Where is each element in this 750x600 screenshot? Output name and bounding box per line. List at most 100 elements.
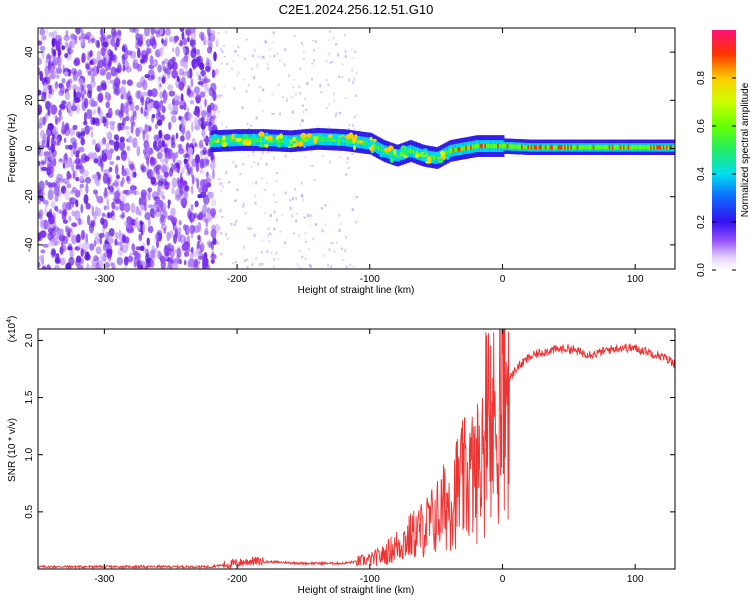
heatmap-cell (368, 146, 375, 151)
heatmap-cell (273, 193, 275, 197)
heatmap-cell (103, 205, 107, 211)
heatmap-cell (220, 252, 223, 256)
heatmap-cell (40, 230, 47, 238)
heatmap-cell (221, 215, 224, 218)
heatmap-cell (339, 111, 342, 115)
heatmap-cell (444, 151, 448, 156)
heatmap-cell (672, 145, 675, 150)
heatmap-cell (161, 38, 164, 44)
heatmap-cell (363, 140, 368, 146)
heatmap-cell (60, 185, 67, 194)
heatmap-cell (138, 233, 143, 242)
heatmap-cell (167, 199, 171, 206)
heatmap-cell (49, 228, 56, 238)
heatmap-cell (162, 65, 167, 72)
heatmap-cell (38, 40, 43, 46)
heatmap-cell (277, 138, 280, 143)
heatmap-cell (195, 162, 200, 173)
heatmap-cell (250, 124, 253, 127)
heatmap-cell (353, 77, 356, 81)
heatmap-cell (320, 207, 323, 210)
heatmap-cell (154, 209, 162, 217)
heatmap-cell (304, 97, 307, 100)
heatmap-cell (149, 208, 155, 217)
heatmap-cell (629, 145, 632, 150)
heatmap-cell (301, 138, 304, 143)
heatmap-cell (422, 148, 428, 153)
heatmap-cell (83, 82, 86, 91)
heatmap-cell (169, 167, 173, 177)
heatmap-cell (267, 66, 270, 70)
heatmap-cell (199, 91, 206, 98)
heatmap-cell (385, 149, 389, 154)
heatmap-cell (108, 228, 115, 237)
heatmap-cell (490, 143, 494, 149)
heatmap-cell (328, 30, 331, 33)
heatmap-cell (117, 122, 122, 132)
heatmap-cell (185, 171, 189, 177)
heatmap-cell (248, 227, 251, 231)
x-tick-label: -200 (227, 574, 247, 585)
heatmap-cell (94, 143, 101, 153)
heatmap-cell (315, 40, 318, 43)
x-tick-label: 0 (500, 574, 506, 585)
heatmap-cell (474, 144, 478, 149)
heatmap-cell (38, 160, 41, 167)
heatmap-cell (396, 153, 400, 158)
heatmap-cell (171, 177, 178, 188)
heatmap-cell (389, 157, 395, 163)
heatmap-cell (373, 143, 376, 148)
heatmap-cell (178, 143, 183, 152)
snr-panel: -300 -200 -100 0 100 0.5 1.0 1.5 2.0 Height of … (6, 316, 676, 596)
heatmap-cell (452, 148, 456, 153)
heatmap-cell (165, 28, 171, 36)
heatmap-cell (132, 109, 137, 117)
heatmap-cell (91, 258, 98, 267)
heatmap-cell (105, 71, 112, 80)
heatmap-cell (198, 139, 204, 148)
heatmap-cell (220, 48, 222, 52)
heatmap-cell (594, 145, 597, 150)
heatmap-cell (112, 262, 115, 268)
heatmap-cell (305, 240, 308, 243)
heatmap-cell (200, 69, 207, 77)
heatmap-cell (147, 191, 151, 201)
heatmap-cell (160, 205, 166, 212)
heatmap-cell (121, 54, 125, 65)
heatmap-cell (83, 194, 89, 205)
heatmap-cell (83, 155, 90, 162)
heatmap-cell (54, 240, 59, 246)
heatmap-cell (194, 142, 198, 148)
heatmap-cell (42, 243, 49, 248)
heatmap-cell (295, 219, 297, 223)
heatmap-cell (261, 239, 264, 242)
heatmap-cell (247, 83, 250, 87)
heatmap-cell (421, 156, 428, 161)
heatmap-cell (133, 256, 137, 268)
heatmap-cell (239, 173, 242, 175)
heatmap-cell (74, 189, 81, 198)
heatmap-cell (669, 145, 672, 150)
colorbar-tick-label: 0.2 (696, 215, 707, 229)
heatmap-cell (346, 157, 349, 160)
heatmap-cell (121, 164, 125, 173)
heatmap-cell (208, 140, 215, 146)
heatmap-cell (191, 58, 198, 69)
heatmap-cell (144, 123, 148, 135)
heatmap-cell (459, 147, 462, 152)
heatmap-cell (72, 170, 76, 180)
heatmap-cell (143, 248, 150, 254)
heatmap-cell (374, 144, 378, 149)
heatmap-cell (75, 235, 79, 244)
heatmap-cell (311, 62, 314, 65)
heatmap-cell (69, 248, 74, 260)
heatmap-cell (503, 144, 507, 149)
heatmap-cell (223, 138, 226, 143)
heatmap-cell (538, 145, 542, 150)
heatmap-cell (59, 83, 65, 95)
heatmap-cell (473, 144, 476, 149)
heatmap-cell (653, 145, 656, 150)
heatmap-cell (282, 138, 285, 143)
heatmap-cell (332, 92, 335, 96)
heatmap-cell (65, 262, 72, 269)
